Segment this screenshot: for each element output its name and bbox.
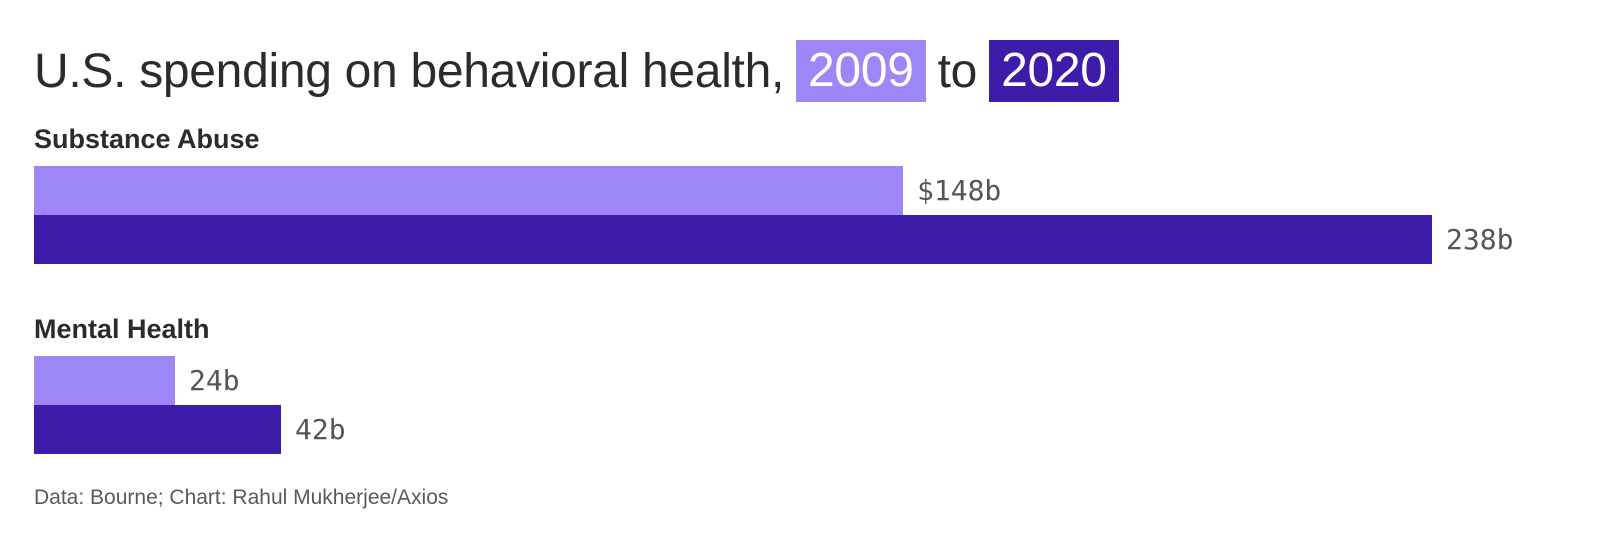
bar-substance-abuse-2009 xyxy=(34,166,903,215)
data-label-mental-health-2020: 42b xyxy=(295,413,346,446)
title-year-2009-badge: 2009 xyxy=(796,40,926,102)
data-label-substance-abuse-2009: $148b xyxy=(917,174,1002,207)
bar-mental-health-2009 xyxy=(34,356,175,405)
group-label-substance-abuse: Substance Abuse xyxy=(34,124,260,154)
title-prefix: U.S. spending on behavioral health, xyxy=(34,44,785,98)
title-connector: to xyxy=(937,44,978,98)
source-credit: Data: Bourne; Chart: Rahul Mukherjee/Axi… xyxy=(34,486,449,509)
title-year-2020-badge: 2020 xyxy=(989,40,1119,102)
group-label-mental-health: Mental Health xyxy=(34,314,210,344)
data-label-substance-abuse-2020: 238b xyxy=(1446,223,1514,256)
bar-substance-abuse-2020 xyxy=(34,215,1432,264)
data-label-mental-health-2009: 24b xyxy=(189,364,240,397)
chart-title: U.S. spending on behavioral health, 2009… xyxy=(34,38,1119,104)
bar-mental-health-2020 xyxy=(34,405,281,454)
